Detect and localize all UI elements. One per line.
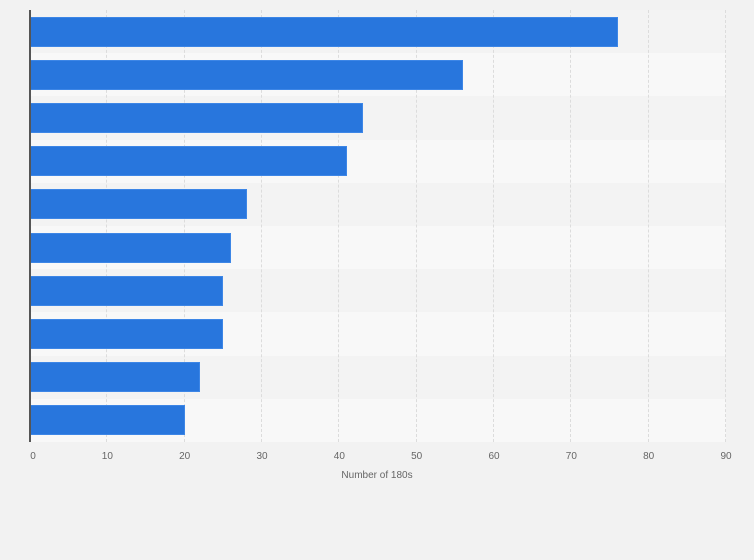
x-tick-label: 20 <box>179 451 191 462</box>
x-tick-label: 40 <box>333 451 345 462</box>
gridline <box>647 10 649 442</box>
bar[interactable] <box>30 103 363 133</box>
bar[interactable] <box>30 275 224 306</box>
x-tick-label: 70 <box>565 451 577 462</box>
bar[interactable] <box>30 319 224 349</box>
x-axis-title: Number of 180s <box>341 470 413 481</box>
gridline <box>338 10 340 442</box>
gridline <box>415 10 417 442</box>
bar[interactable] <box>30 405 185 436</box>
x-tick-label: 50 <box>411 451 423 462</box>
bar[interactable] <box>30 189 247 220</box>
bar[interactable] <box>30 362 201 393</box>
bar[interactable] <box>30 59 464 90</box>
plot-area <box>30 10 726 442</box>
gridline <box>106 10 108 442</box>
gridline <box>261 10 262 442</box>
gridline <box>493 10 494 442</box>
x-tick-label: 10 <box>101 451 113 462</box>
gridline <box>725 10 726 442</box>
x-tick-label: 90 <box>720 451 732 462</box>
bar[interactable] <box>30 232 232 263</box>
y-axis-line <box>29 10 31 442</box>
x-tick-label: 30 <box>256 451 268 462</box>
gridline <box>183 10 185 442</box>
bar[interactable] <box>30 16 618 47</box>
x-tick-label: 80 <box>643 451 655 462</box>
gridline <box>570 10 572 442</box>
x-tick-label: 0 <box>30 451 36 462</box>
x-tick-label: 60 <box>488 451 500 462</box>
bar[interactable] <box>30 146 348 177</box>
